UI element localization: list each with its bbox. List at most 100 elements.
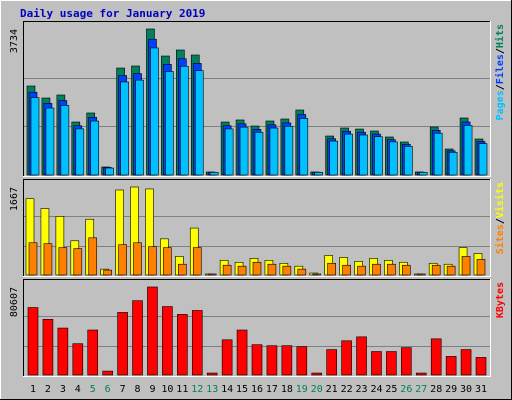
bar [341, 340, 352, 376]
legend-entry: KBytes [495, 282, 506, 318]
legend-entry: Pages [495, 90, 506, 120]
legend: Sites/Visits [494, 182, 506, 254]
bar [329, 140, 338, 176]
bar [120, 81, 129, 176]
x-tick-label: 29 [445, 384, 457, 395]
bar [165, 71, 174, 176]
bar [314, 172, 324, 176]
x-tick-label: 5 [90, 384, 96, 395]
bar [148, 246, 157, 276]
bar [150, 47, 159, 176]
bar [60, 105, 70, 176]
bar [57, 327, 69, 376]
bar [461, 256, 471, 276]
x-tick-label: 8 [135, 384, 141, 395]
bar [222, 264, 232, 276]
bar [224, 128, 234, 176]
x-tick-label: 9 [149, 384, 155, 395]
bar [476, 259, 486, 276]
bar [371, 351, 382, 376]
bar [194, 70, 204, 176]
bar [207, 273, 217, 276]
bar [162, 306, 173, 376]
bar [311, 372, 323, 376]
legend-separator: / [495, 48, 506, 54]
x-tick-label: 11 [176, 384, 188, 395]
bar [72, 343, 84, 376]
x-tick-label: 23 [356, 384, 368, 395]
x-tick-label: 6 [105, 384, 111, 395]
bar [282, 265, 292, 276]
bar [433, 132, 443, 176]
bar [356, 336, 367, 376]
bar [460, 349, 472, 376]
bar [163, 247, 172, 276]
legend-separator: / [495, 84, 506, 90]
x-tick-label: 2 [45, 384, 51, 395]
bar [27, 307, 39, 376]
bar [75, 128, 85, 176]
bar [401, 347, 412, 376]
x-tick-label: 30 [460, 384, 472, 395]
legend-entry: Hits [494, 24, 506, 48]
bar [180, 65, 189, 176]
x-tick-label: 26 [400, 384, 412, 395]
bar [237, 265, 247, 276]
bar [312, 273, 322, 276]
x-tick-label: 7 [120, 384, 126, 395]
bar [102, 370, 113, 376]
y-tick-label: 3734 [9, 29, 20, 53]
bar [118, 244, 127, 276]
y-tick-label: 1667 [9, 187, 20, 211]
bar [463, 125, 473, 176]
legend-separator: / [495, 218, 506, 224]
bar [30, 97, 40, 176]
x-tick-label: 17 [266, 384, 278, 395]
bar [221, 339, 233, 376]
bar [430, 338, 442, 376]
legend: KBytes [495, 282, 506, 318]
bar [269, 127, 279, 176]
bar [284, 125, 294, 176]
legend-entry: Files [494, 54, 506, 84]
legend: Pages/Files/Hits [494, 24, 506, 120]
legend-entry: Sites [494, 224, 506, 254]
x-tick-label: 13 [206, 384, 218, 395]
bar [42, 318, 54, 376]
x-tick-label: 27 [415, 384, 427, 395]
chart-title: Daily usage for January 2019 [20, 7, 205, 20]
bar [178, 263, 187, 276]
x-tick-label: 22 [341, 384, 353, 395]
x-tick-label: 25 [385, 384, 397, 395]
x-tick-label: 19 [296, 384, 308, 395]
bar [359, 134, 368, 176]
x-tick-label: 10 [161, 384, 173, 395]
x-tick-label: 1 [30, 384, 36, 395]
bar [132, 300, 143, 376]
bar [135, 79, 144, 176]
bar [445, 356, 457, 376]
bar [266, 345, 278, 376]
bar [254, 132, 264, 176]
bar [28, 242, 38, 276]
bar [416, 273, 426, 276]
bar [58, 247, 68, 276]
x-tick-label: 20 [311, 384, 323, 395]
bar [43, 243, 53, 276]
bar [206, 372, 218, 376]
bar [386, 351, 397, 376]
bar [402, 264, 411, 276]
bar [389, 141, 398, 176]
x-tick-label: 12 [191, 384, 203, 395]
bar [415, 372, 427, 376]
bar [251, 344, 263, 376]
bar [299, 118, 309, 176]
x-tick-label: 18 [281, 384, 293, 395]
bar [326, 349, 337, 376]
x-tick-label: 28 [430, 384, 442, 395]
bar [73, 248, 83, 276]
bar [344, 133, 353, 176]
x-tick-label: 24 [370, 384, 382, 395]
bar [90, 120, 100, 176]
